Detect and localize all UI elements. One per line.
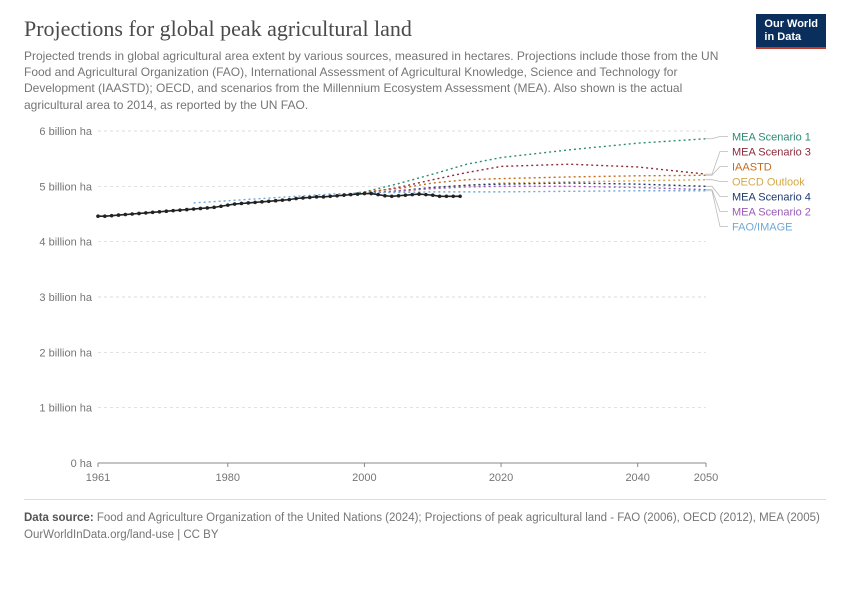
y-tick-label: 2 billion ha: [39, 347, 92, 359]
y-tick-label: 5 billion ha: [39, 181, 92, 193]
actual-marker: [322, 195, 326, 199]
actual-marker: [117, 213, 121, 217]
y-tick-label: 1 billion ha: [39, 402, 92, 414]
actual-marker: [124, 213, 128, 217]
legend-mea3: MEA Scenario 3: [732, 146, 811, 158]
page-subtitle: Projected trends in global agricultural …: [24, 48, 724, 113]
x-tick-label: 1961: [86, 472, 110, 484]
y-tick-label: 3 billion ha: [39, 292, 92, 304]
actual-marker: [171, 209, 175, 213]
actual-marker: [274, 199, 278, 203]
owid-logo: Our World in Data: [756, 14, 826, 49]
legend-mea2: MEA Scenario 2: [732, 206, 811, 218]
footer: Data source: Food and Agriculture Organi…: [24, 499, 826, 545]
actual-marker: [404, 193, 408, 197]
x-tick-label: 2000: [352, 472, 376, 484]
legend-mea4: MEA Scenario 4: [732, 191, 811, 203]
series-mea3: [344, 164, 706, 194]
x-tick-label: 2040: [625, 472, 649, 484]
actual-marker: [96, 214, 100, 218]
y-tick-label: 6 billion ha: [39, 126, 92, 138]
actual-marker: [260, 200, 264, 204]
legend-fao: FAO/IMAGE: [732, 221, 793, 233]
footer-link: OurWorldInData.org/land-use | CC BY: [24, 527, 826, 544]
actual-marker: [383, 194, 387, 198]
actual-marker: [335, 194, 339, 198]
logo-line2: in Data: [764, 31, 801, 43]
actual-marker: [246, 201, 250, 205]
actual-marker: [363, 191, 367, 195]
actual-marker: [130, 212, 134, 216]
actual-marker: [103, 214, 107, 218]
actual-marker: [451, 194, 455, 198]
actual-marker: [294, 196, 298, 200]
actual-marker: [199, 206, 203, 210]
actual-marker: [267, 199, 271, 203]
actual-marker: [349, 193, 353, 197]
series-mea4: [344, 183, 706, 195]
actual-marker: [301, 196, 305, 200]
actual-marker: [151, 210, 155, 214]
actual-marker: [356, 192, 360, 196]
line-chart: 0 ha 1 billion ha 2 billion ha 3 billion ha…: [24, 121, 826, 491]
actual-marker: [253, 200, 257, 204]
actual-marker: [240, 201, 244, 205]
actual-marker: [410, 193, 414, 197]
legend-oecd: OECD Outlook: [732, 176, 805, 188]
actual-marker: [178, 208, 182, 212]
y-tick-label: 0 ha: [71, 458, 93, 470]
legend-mea1: MEA Scenario 1: [732, 131, 811, 143]
actual-marker: [212, 205, 216, 209]
actual-marker: [158, 210, 162, 214]
actual-marker: [144, 211, 148, 215]
actual-marker: [390, 194, 394, 198]
page-title: Projections for global peak agricultural…: [24, 16, 826, 42]
actual-marker: [281, 198, 285, 202]
actual-marker: [445, 194, 449, 198]
actual-marker: [192, 207, 196, 211]
logo-line1: Our World: [764, 18, 818, 30]
actual-marker: [233, 202, 237, 206]
actual-marker: [342, 193, 346, 197]
actual-marker: [315, 195, 319, 199]
x-tick-label: 2020: [489, 472, 513, 484]
actual-marker: [219, 204, 223, 208]
actual-marker: [424, 193, 428, 197]
actual-marker: [185, 208, 189, 212]
actual-marker: [226, 203, 230, 207]
chart-container: 0 ha 1 billion ha 2 billion ha 3 billion ha…: [24, 121, 826, 491]
actual-marker: [328, 194, 332, 198]
x-tick-label: 2050: [694, 472, 718, 484]
actual-marker: [376, 193, 380, 197]
actual-marker: [287, 198, 291, 202]
actual-marker: [397, 194, 401, 198]
y-tick-label: 4 billion ha: [39, 236, 92, 248]
actual-marker: [206, 206, 210, 210]
actual-marker: [165, 209, 169, 213]
actual-marker: [431, 193, 435, 197]
actual-marker: [458, 194, 462, 198]
actual-marker: [308, 195, 312, 199]
actual-marker: [369, 191, 373, 195]
actual-marker: [137, 211, 141, 215]
actual-marker: [438, 194, 442, 198]
source-text: Food and Agriculture Organization of the…: [94, 512, 820, 524]
actual-marker: [417, 192, 421, 196]
legend-iaastd: IAASTD: [732, 161, 772, 173]
x-tick-label: 1980: [216, 472, 240, 484]
actual-marker: [110, 214, 114, 218]
source-prefix: Data source:: [24, 512, 94, 524]
series-mea2: [344, 186, 706, 194]
